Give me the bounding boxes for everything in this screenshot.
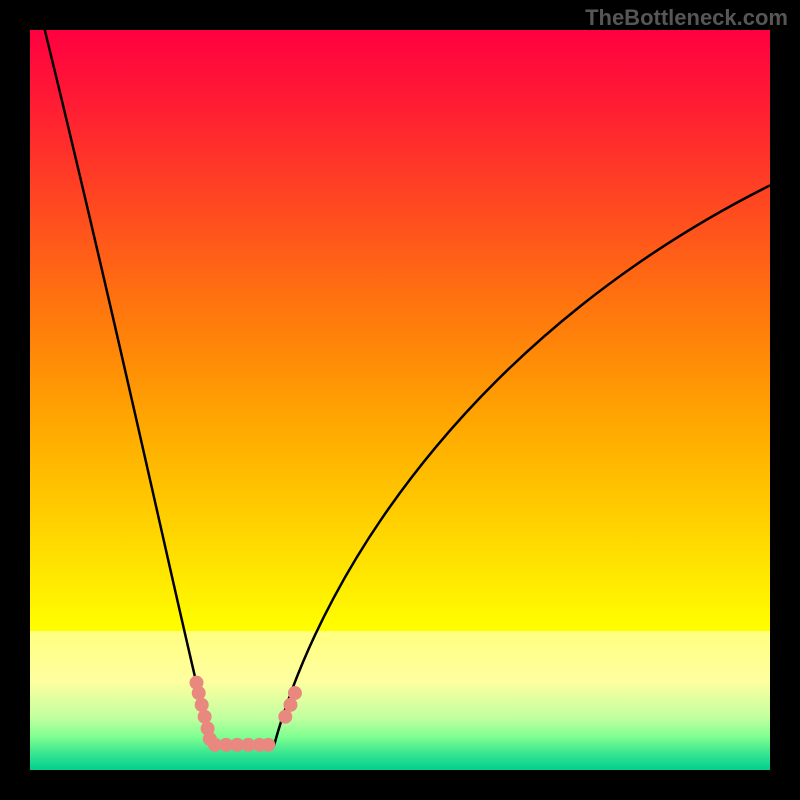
data-marker: [261, 738, 275, 752]
plot-area: [30, 30, 770, 770]
gradient-background: [30, 30, 770, 770]
data-marker: [288, 686, 302, 700]
data-marker: [195, 698, 209, 712]
chart-container: TheBottleneck.com: [0, 0, 800, 800]
chart-svg: [30, 30, 770, 770]
data-marker: [192, 686, 206, 700]
data-marker: [198, 710, 212, 724]
watermark-text: TheBottleneck.com: [585, 5, 788, 31]
